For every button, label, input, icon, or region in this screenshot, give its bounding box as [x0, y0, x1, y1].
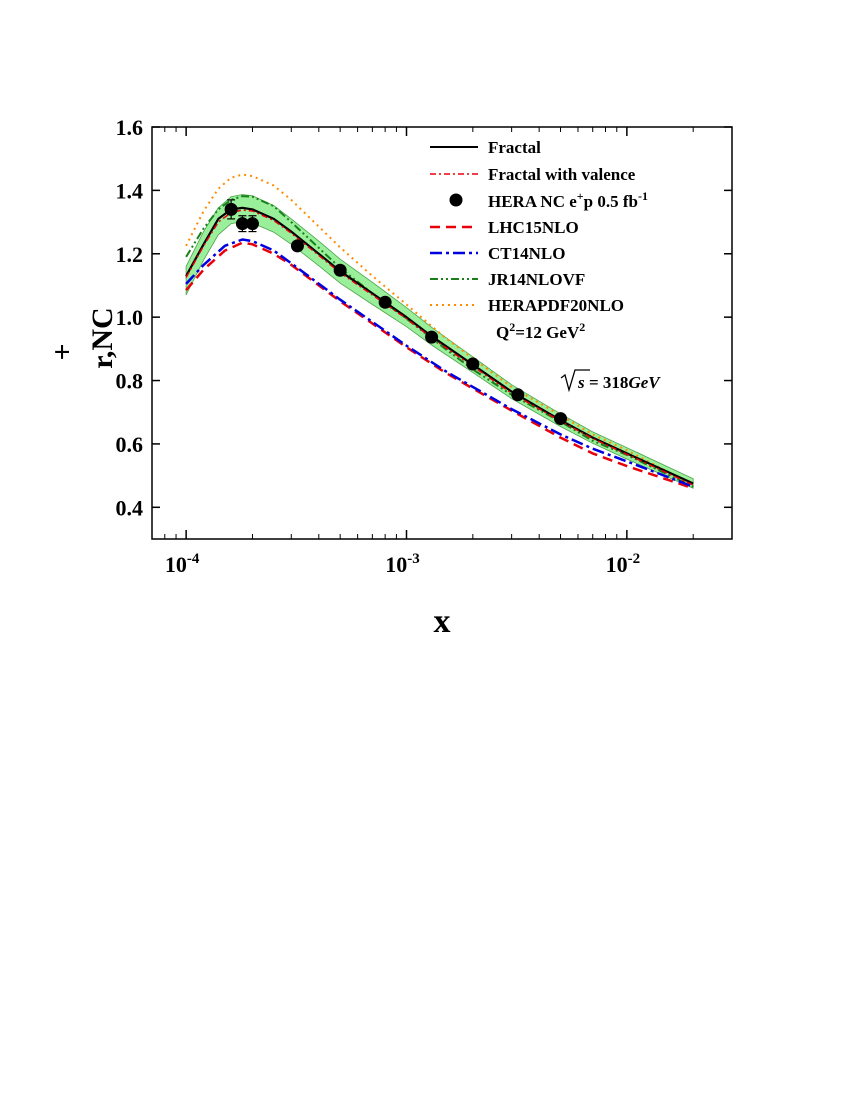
x-tick-label: 10-4 — [165, 551, 200, 577]
legend-hera-sup1: + — [577, 189, 584, 203]
sqrt-s-symbol: s — [577, 373, 585, 392]
series-line-lhc — [185, 241, 694, 490]
data-point — [224, 202, 238, 216]
y-tick-label: 1.6 — [116, 115, 144, 140]
ticks-layer: 0.40.60.81.01.21.41.610-4 10-3 10-2 — [116, 115, 732, 577]
sqrt-s-rest: = 318 — [589, 373, 628, 392]
y-tick-label: 1.0 — [116, 305, 144, 330]
q2-prefix: Q — [496, 323, 509, 342]
sqrt-s-value: = 318GeV — [589, 373, 661, 392]
legend-label-herapdf: HERAPDF20NLO — [488, 296, 624, 315]
legend-swatch-hera-data — [449, 193, 463, 207]
y-tick-label: 0.6 — [116, 432, 144, 457]
sqrt-s-annotation: s = 318GeV — [560, 369, 661, 393]
y-axis-label-group: r,NC — [86, 307, 119, 368]
data-points-layer — [224, 199, 568, 426]
x-tick-label: 10-3 — [385, 551, 420, 577]
q2-sup2: 2 — [579, 320, 585, 334]
x-tick-label-base: 10 — [165, 552, 187, 577]
data-point — [554, 412, 568, 426]
x-tick-label-base: 10 — [606, 552, 628, 577]
y-axis-label-sup: + — [46, 343, 79, 360]
legend-hera-part1: HERA NC e — [488, 192, 577, 211]
data-point — [333, 263, 347, 277]
plot-frame — [151, 126, 733, 540]
series-line-jr14 — [185, 195, 694, 488]
q2-annotation: Q2=12 GeV2 — [496, 320, 585, 342]
sqrt-s-unit: GeV — [628, 373, 661, 392]
legend: Fractal Fractal with valence HERA NC e+p… — [430, 138, 648, 315]
legend-label-lhc: LHC15NLO — [488, 218, 579, 237]
data-point — [290, 239, 304, 253]
data-point — [511, 388, 525, 402]
x-tick-label: 10-2 — [606, 551, 641, 577]
legend-hera-part2: p 0.5 fb — [584, 192, 638, 211]
data-point — [466, 357, 480, 371]
legend-label-ct14: CT14NLO — [488, 244, 565, 263]
x-axis-label: x — [434, 603, 451, 640]
y-tick-label: 0.4 — [116, 495, 144, 520]
y-tick-label: 1.4 — [116, 178, 144, 203]
y-tick-label: 0.8 — [116, 369, 144, 394]
y-axis-label: r,NC — [86, 307, 119, 368]
x-tick-label-base: 10 — [385, 552, 407, 577]
legend-hera-sup2: -1 — [638, 189, 648, 203]
data-point — [378, 295, 392, 309]
legend-label-fractal: Fractal — [488, 138, 541, 157]
data-point — [245, 217, 259, 231]
legend-label-hera-data: HERA NC e+p 0.5 fb-1 — [488, 189, 648, 211]
q2-sup1: 2 — [509, 320, 515, 334]
data-point — [235, 217, 249, 231]
legend-label-fractal-valence: Fractal with valence — [488, 165, 636, 184]
y-tick-label: 1.2 — [116, 242, 144, 267]
x-tick-label-exp: -4 — [187, 551, 200, 567]
series-line-herapdf — [185, 173, 694, 486]
x-tick-label-exp: -3 — [407, 551, 420, 567]
data-point — [425, 330, 439, 344]
sqrt-sign — [560, 369, 590, 393]
q2-mid: =12 GeV — [515, 323, 580, 342]
y-axis-label-sup-group: + — [46, 343, 79, 360]
x-tick-label-exp: -2 — [628, 551, 641, 567]
legend-label-jr14: JR14NLOVF — [488, 270, 585, 289]
